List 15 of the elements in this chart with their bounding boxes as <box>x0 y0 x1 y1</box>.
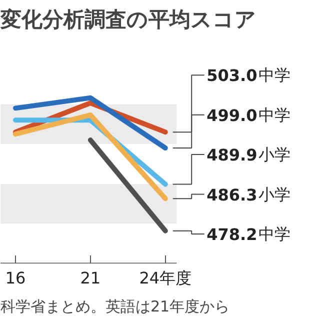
text: 中学 <box>258 105 291 124</box>
x-tick-label: 16 <box>5 268 26 288</box>
data-label: 489.9 <box>206 146 258 165</box>
text: 中学 <box>258 224 291 244</box>
data-label: 478.2 <box>206 224 258 244</box>
data-label: 503.0 <box>206 66 258 86</box>
data-label: 499.0 <box>206 106 258 125</box>
text: 中学 <box>258 66 291 85</box>
text: 小学 <box>258 145 291 164</box>
chart-title: 変化分析調査の平均スコア <box>0 8 256 32</box>
x-tick-label: 21 <box>80 268 101 288</box>
x-tick-label: 24年度 <box>139 268 192 288</box>
text: 小学 <box>258 184 291 204</box>
text: 科学省まとめ。英語は21年度から <box>0 298 230 316</box>
data-label: 486.3 <box>206 185 258 204</box>
